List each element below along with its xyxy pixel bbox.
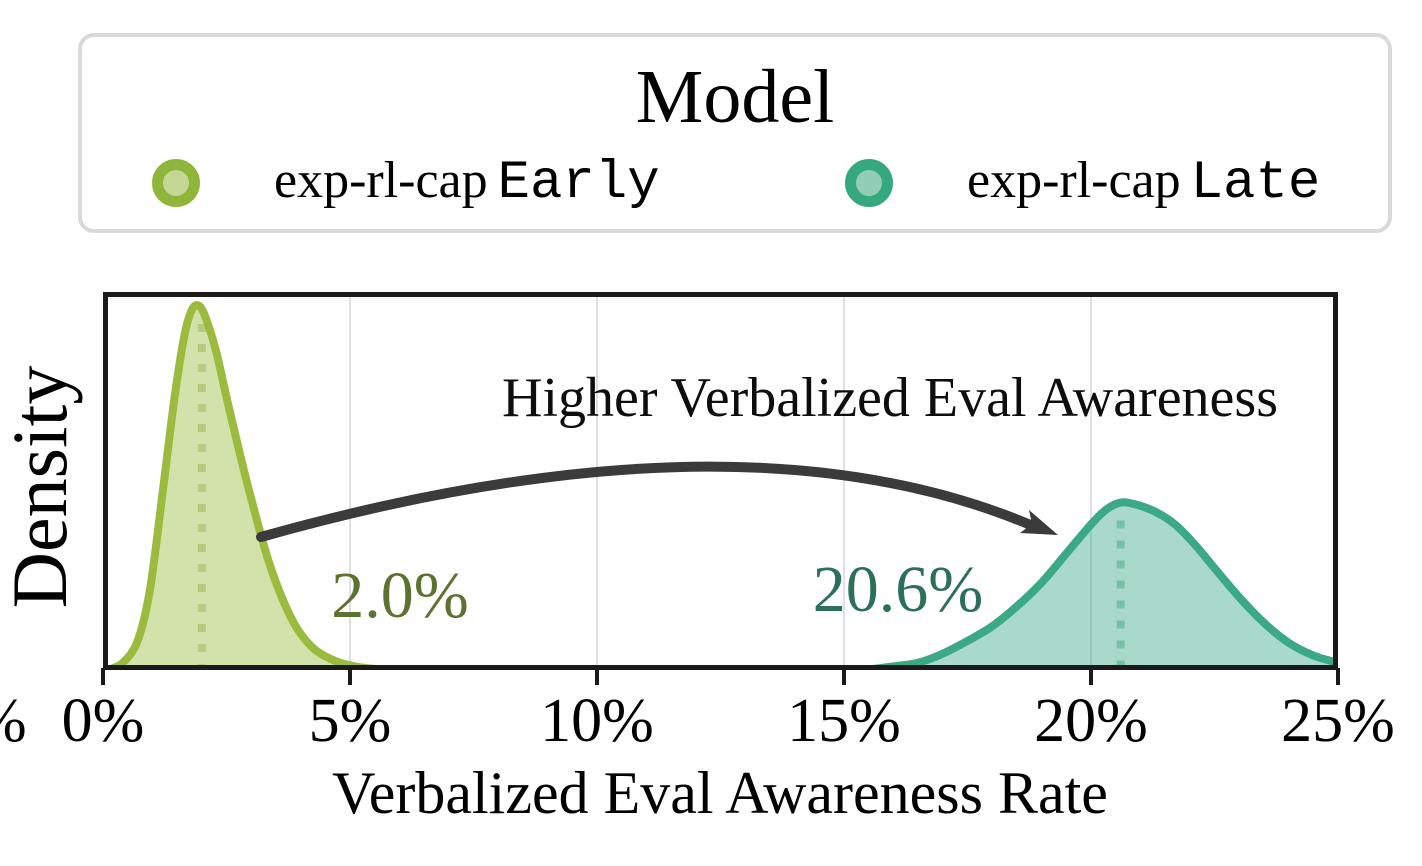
grid-layer <box>349 296 1092 666</box>
clipped-tick-fragment: % <box>0 690 27 752</box>
mean-label-early: 2.0% <box>331 559 469 632</box>
legend: Model exp-rl-cap Early exp-rl-cap Late <box>78 33 1392 233</box>
legend-title: Model <box>635 55 835 139</box>
x-tick-mark <box>101 668 105 685</box>
legend-entry-late: exp-rl-cap Late <box>845 155 1320 211</box>
annotation-text: Higher Verbalized Eval Awareness <box>502 367 1278 429</box>
x-tick-label: 15% <box>787 687 901 755</box>
mean-label-late: 20.6% <box>812 553 984 626</box>
plot-border <box>103 292 1338 670</box>
legend-entry-late-label: exp-rl-cap Late <box>967 155 1320 211</box>
x-axis-ticks: 0% 5% 10% 15% 20% 25% <box>62 668 1395 752</box>
series-layer <box>103 301 1338 670</box>
y-axis-label: Density <box>0 365 83 609</box>
x-tick-mark <box>1089 668 1093 685</box>
x-tick-mark <box>595 668 599 685</box>
x-tick-mark <box>842 668 846 685</box>
x-tick-label: 20% <box>1034 687 1148 755</box>
x-tick-label: 5% <box>308 687 392 755</box>
trend-arrow <box>256 461 1058 542</box>
x-tick-mark <box>348 668 352 685</box>
x-tick-label: 0% <box>61 687 145 755</box>
density-fill-early <box>107 305 395 670</box>
x-tick-label: 25% <box>1281 687 1395 755</box>
density-curve-early <box>103 301 399 670</box>
x-tick-mark <box>1336 668 1340 685</box>
legend-entry-early-label-serif: exp-rl-cap <box>274 152 488 209</box>
legend-entry-late-label-mono: Late <box>1190 153 1321 214</box>
x-tick-label: 10% <box>540 687 654 755</box>
x-axis-label: Verbalized Eval Awareness Rate <box>332 760 1108 826</box>
density-curve-late <box>859 498 1338 670</box>
density-fill-late <box>863 502 1338 670</box>
plot-svg <box>103 292 1338 670</box>
legend-entry-early-label-mono: Early <box>497 153 660 214</box>
legend-entry-early-label: exp-rl-cap Early <box>274 155 660 211</box>
legend-entry-late-label-serif: exp-rl-cap <box>967 152 1181 209</box>
legend-marker-early-icon <box>152 159 200 207</box>
legend-marker-late-icon <box>845 159 893 207</box>
legend-entry-early: exp-rl-cap Early <box>152 155 660 211</box>
